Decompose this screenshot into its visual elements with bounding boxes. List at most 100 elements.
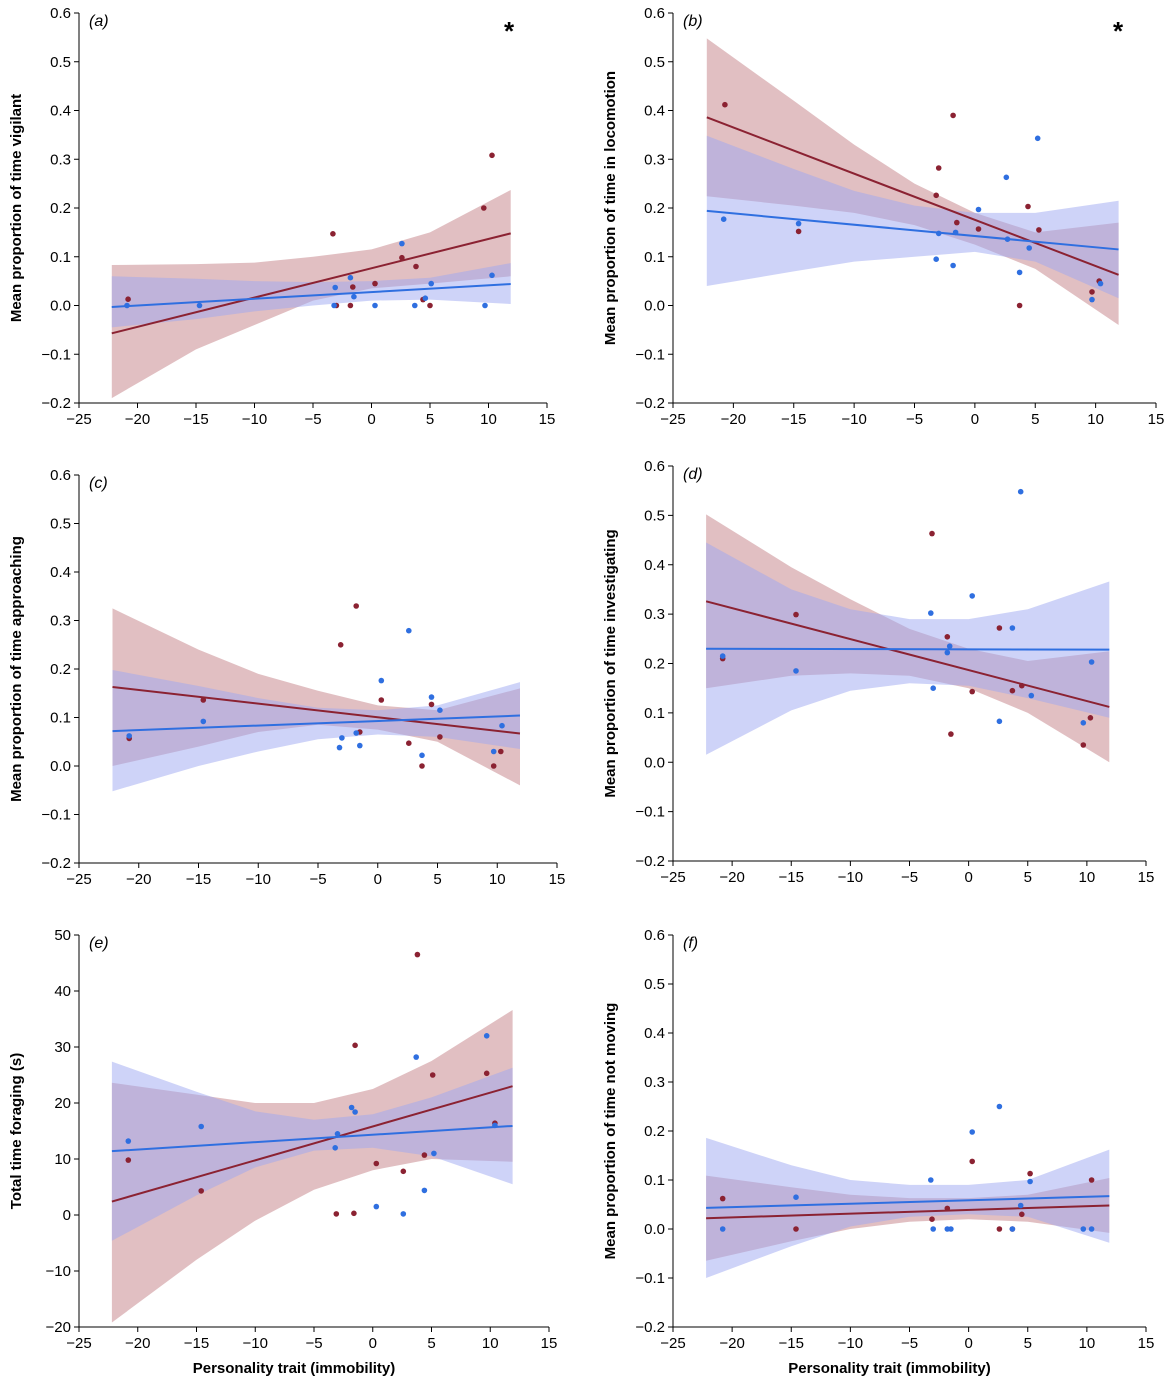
chart-b-red-point-0 [722,101,728,108]
chart-f-x-tick-label: −15 [779,1335,804,1352]
chart-d-blue-fit-line [706,647,1110,651]
chart-b-panel-label: (b) [683,13,703,30]
chart-f-blue-point-5 [948,1226,954,1232]
chart-a-red-point-4 [350,284,356,290]
chart-b-x-tick-label: 5 [1031,411,1039,428]
chart-a-y-tick-label: −0.2 [41,395,71,412]
chart-e-x-tick-label: 15 [541,1335,558,1352]
chart-c-y-axis-title: Mean proportion of time approaching [8,536,25,802]
chart-e-blue-point-11 [483,1033,490,1039]
chart-f-blue-point-10 [1027,1178,1033,1185]
chart-d-panel: −25 −20 −15 −10 −5 0 5 10 15 −0.2 −0.1 0.0 0.1 0.2 0.3… [602,458,1154,886]
chart-c-blue-point-9 [428,694,435,700]
chart-c-red-point-8 [428,701,435,708]
chart-e-blue-point-12 [492,1122,498,1129]
chart-b-red-point-9 [1036,227,1042,233]
chart-a-y-tick-label: 0.0 [50,298,71,315]
chart-c-blue-point-2 [336,744,343,751]
chart-b-x-tick-label: −5 [906,411,923,428]
chart-a-red-point-5 [372,280,378,287]
chart-f-blue-fit-line [706,1195,1110,1209]
chart-b-x-tick-label: 15 [1148,411,1165,428]
chart-a-x-tick-label: 5 [426,411,434,428]
chart-d-y-tick-label: −0.1 [635,804,665,821]
chart-d-red-point-1 [793,611,799,618]
chart-e-y-tick-label: 50 [54,927,71,944]
chart-a-blue-fit-line [111,283,511,308]
chart-d-blue-point-0 [719,653,726,659]
chart-b-x-tick-label: 10 [1087,411,1104,428]
chart-c-blue-point-6 [378,677,385,684]
chart-f-y-tick-label: 0.3 [644,1074,665,1091]
chart-b-blue-point-9 [1016,269,1023,276]
chart-a-x-tick-label: −20 [125,411,150,428]
chart-d-blue-point-11 [1080,720,1087,726]
chart-e-red-point-9 [429,1072,436,1078]
chart-b-x-tick-label: −20 [721,411,746,428]
chart-f-y-tick-label: 0.0 [644,1221,665,1238]
chart-b-red-point-8 [1025,203,1031,210]
chart-e-red-point-4 [352,1042,358,1049]
chart-c-y-tick-label: −0.1 [41,807,71,824]
chart-e-red-point-1 [198,1188,204,1194]
chart-e-red-fit-line [111,1085,513,1203]
chart-b-blue-point-11 [1034,135,1041,142]
chart-c-y-tick-label: −0.2 [41,855,71,872]
chart-f-x-tick-label: 15 [1138,1335,1155,1352]
chart-a-y-tick-label: 0.5 [50,54,71,71]
chart-c-x-tick-label: −25 [66,871,91,888]
chart-d-red-point-7 [1009,687,1016,694]
chart-c-blue-point-4 [353,730,360,736]
chart-d-x-tick-label: −20 [719,869,744,886]
chart-d-x-tick-label: −15 [779,869,804,886]
chart-d-y-tick-label: −0.2 [635,853,665,870]
chart-b-blue-point-2 [933,256,939,263]
chart-e-x-axis-title: Personality trait (immobility) [193,1360,396,1377]
chart-d-blue-point-6 [969,593,975,599]
chart-a-blue-point-7 [399,240,405,247]
chart-d-panel-label: (d) [683,466,703,483]
chart-b-significance-mark: * [1113,16,1124,46]
chart-f-red-point-9 [1088,1177,1095,1183]
chart-b-blue-point-5 [952,229,959,236]
chart-c-y-tick-label: 0.6 [50,467,71,484]
chart-f-y-tick-label: −0.2 [635,1319,665,1336]
chart-e-red-point-7 [414,951,421,958]
chart-b-red-point-6 [975,226,982,232]
chart-e-blue-point-4 [348,1104,355,1111]
chart-a-x-tick-label: −15 [183,411,208,428]
chart-c-red-point-7 [419,763,425,769]
chart-d-red-point-2 [929,530,935,537]
chart-e-blue-point-5 [352,1109,358,1115]
chart-e-y-tick-label: 40 [54,983,71,1000]
chart-e-blue-point-0 [125,1138,132,1144]
chart-f-blue-point-6 [969,1129,975,1135]
chart-f-blue-point-2 [928,1177,934,1183]
chart-d-x-tick-label: 10 [1079,869,1096,886]
chart-b-red-point-5 [954,219,960,226]
chart-d-y-tick-label: 0.1 [644,705,665,722]
chart-e-x-tick-label: 5 [427,1335,435,1352]
chart-f-red-fit-line [706,1204,1110,1220]
chart-c-blue-point-5 [357,742,363,749]
chart-c-blue-point-3 [339,735,345,741]
chart-e-y-tick-label: 10 [54,1151,71,1168]
chart-f-blue-point-0 [719,1226,726,1232]
chart-a-y-tick-label: 0.4 [50,103,71,120]
chart-d-red-point-3 [944,634,951,640]
chart-d-blue-point-5 [946,643,953,649]
chart-f-red-point-4 [969,1158,975,1165]
chart-c-red-point-2 [337,642,344,648]
chart-f-y-tick-label: 0.4 [644,1025,665,1042]
chart-b-blue-confidence-band [706,135,1119,299]
chart-e-red-point-5 [373,1160,380,1167]
chart-a-y-tick-label: 0.6 [50,5,71,22]
chart-e-red-point-8 [421,1152,428,1158]
chart-f-red-point-1 [793,1226,799,1232]
chart-d-red-point-6 [996,625,1003,631]
chart-a-red-point-6 [399,254,405,261]
chart-b-y-tick-label: 0.5 [644,54,665,71]
chart-a-red-point-1 [330,231,336,237]
chart-e-red-point-0 [125,1157,132,1163]
